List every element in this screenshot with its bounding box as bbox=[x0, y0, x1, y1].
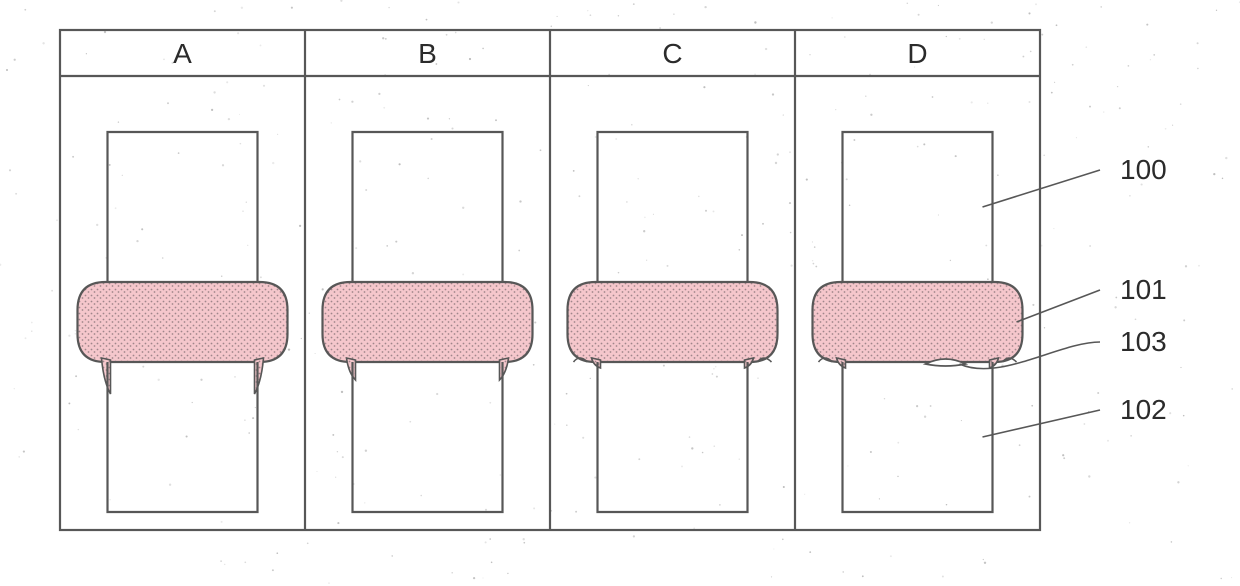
lower-block bbox=[108, 362, 258, 512]
column-header: C bbox=[662, 38, 682, 69]
callout-label: 103 bbox=[1120, 326, 1167, 357]
column-header: D bbox=[907, 38, 927, 69]
lower-block bbox=[353, 362, 503, 512]
burr-right bbox=[255, 358, 264, 394]
joint-C bbox=[568, 132, 778, 512]
upper-block bbox=[598, 132, 748, 282]
lower-block bbox=[843, 362, 993, 512]
joint-B bbox=[323, 132, 533, 512]
figure-canvas: A B C D 100 101 103 102 bbox=[0, 0, 1240, 586]
burr-left bbox=[102, 358, 111, 394]
weld-flash bbox=[323, 282, 533, 362]
weld-flash bbox=[813, 282, 1023, 362]
table-frame: A B C D bbox=[60, 30, 1040, 530]
column-header: B bbox=[418, 38, 437, 69]
callout-label: 100 bbox=[1120, 154, 1167, 185]
upper-block bbox=[843, 132, 993, 282]
callout-label: 102 bbox=[1120, 394, 1167, 425]
burr-right bbox=[990, 358, 999, 368]
column-header: A bbox=[173, 38, 192, 69]
burr-left bbox=[592, 358, 601, 368]
burr-left bbox=[347, 358, 356, 380]
joint-D bbox=[813, 132, 1023, 512]
burr-right bbox=[500, 358, 509, 380]
callout-label: 101 bbox=[1120, 274, 1167, 305]
weld-flash bbox=[568, 282, 778, 362]
upper-block bbox=[108, 132, 258, 282]
weld-flash bbox=[78, 282, 288, 362]
lower-block bbox=[598, 362, 748, 512]
joint-A bbox=[78, 132, 288, 512]
burr-left bbox=[837, 358, 846, 368]
burr-right bbox=[745, 358, 754, 368]
upper-block bbox=[353, 132, 503, 282]
